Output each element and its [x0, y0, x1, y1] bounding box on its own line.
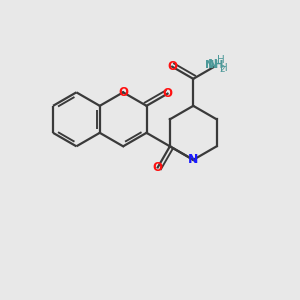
Text: N: N [208, 58, 218, 71]
Text: O: O [167, 60, 177, 73]
Text: O: O [118, 86, 128, 99]
Text: O: O [163, 87, 172, 100]
Text: H: H [220, 63, 227, 73]
Text: 2: 2 [219, 65, 225, 74]
Text: NH: NH [205, 60, 224, 70]
Text: N: N [188, 153, 198, 166]
Text: H: H [217, 55, 225, 65]
Text: O: O [153, 161, 163, 174]
